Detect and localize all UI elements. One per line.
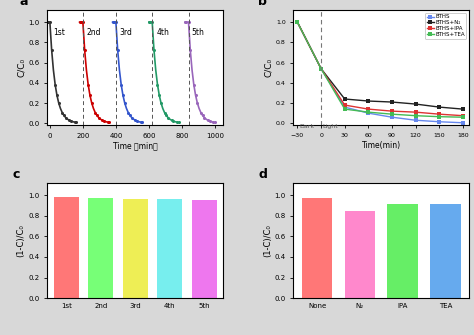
Y-axis label: C/C₀: C/C₀: [264, 58, 273, 77]
Text: Dark: Dark: [299, 124, 314, 129]
Bar: [192, 200, 217, 298]
BTHS+TEA: [294, 20, 300, 24]
Y-axis label: (1-C)/C₀: (1-C)/C₀: [263, 224, 272, 257]
Bar: [157, 199, 182, 298]
BTHS+IPA: [389, 109, 395, 113]
BTHS+N₂: [389, 100, 395, 104]
BTHS: [294, 20, 300, 24]
Text: 1st: 1st: [53, 28, 65, 37]
Text: 4th: 4th: [156, 28, 169, 37]
BTHS+IPA: [318, 67, 324, 71]
BTHS+IPA: [365, 107, 371, 111]
X-axis label: Time （min）: Time （min）: [113, 142, 158, 151]
BTHS: [413, 118, 419, 122]
BTHS: [365, 111, 371, 115]
Y-axis label: C/C₀: C/C₀: [17, 58, 26, 77]
Legend: BTHS, BTHS+N₂, BTHS+IPA, BTHS+TEA: BTHS, BTHS+N₂, BTHS+IPA, BTHS+TEA: [425, 13, 466, 39]
BTHS: [342, 105, 347, 109]
BTHS+N₂: [437, 105, 442, 109]
Text: d: d: [258, 168, 267, 181]
Line: BTHS+TEA: BTHS+TEA: [296, 21, 465, 119]
BTHS+TEA: [342, 107, 347, 111]
BTHS+TEA: [389, 112, 395, 116]
BTHS+N₂: [365, 99, 371, 103]
Bar: [54, 197, 79, 298]
Text: b: b: [258, 0, 267, 8]
Text: Light: Light: [323, 124, 338, 129]
Text: 2nd: 2nd: [86, 28, 100, 37]
BTHS+TEA: [365, 110, 371, 114]
Bar: [123, 199, 148, 298]
X-axis label: Time(min): Time(min): [362, 141, 401, 150]
BTHS: [389, 115, 395, 119]
BTHS+N₂: [413, 102, 419, 106]
Text: 3rd: 3rd: [119, 28, 132, 37]
BTHS+IPA: [413, 110, 419, 114]
Line: BTHS+IPA: BTHS+IPA: [296, 21, 465, 117]
Text: c: c: [12, 168, 19, 181]
BTHS+IPA: [460, 114, 466, 118]
Bar: [387, 204, 418, 298]
BTHS+TEA: [437, 115, 442, 119]
Text: a: a: [19, 0, 28, 8]
Bar: [430, 204, 461, 298]
BTHS+IPA: [294, 20, 300, 24]
BTHS+IPA: [437, 112, 442, 116]
BTHS+TEA: [460, 115, 466, 119]
BTHS+N₂: [342, 97, 347, 101]
Line: BTHS+N₂: BTHS+N₂: [296, 21, 465, 111]
BTHS+TEA: [413, 114, 419, 118]
BTHS+N₂: [294, 20, 300, 24]
Bar: [89, 198, 113, 298]
Y-axis label: (1-C)/C₀: (1-C)/C₀: [17, 224, 26, 257]
BTHS: [437, 120, 442, 124]
BTHS+IPA: [342, 103, 347, 107]
BTHS+N₂: [318, 67, 324, 71]
Line: BTHS: BTHS: [296, 21, 465, 124]
BTHS: [318, 67, 324, 71]
Bar: [301, 198, 332, 298]
Bar: [345, 211, 375, 298]
Text: 5th: 5th: [192, 28, 205, 37]
BTHS: [460, 121, 466, 125]
BTHS+N₂: [460, 107, 466, 111]
BTHS+TEA: [318, 67, 324, 71]
